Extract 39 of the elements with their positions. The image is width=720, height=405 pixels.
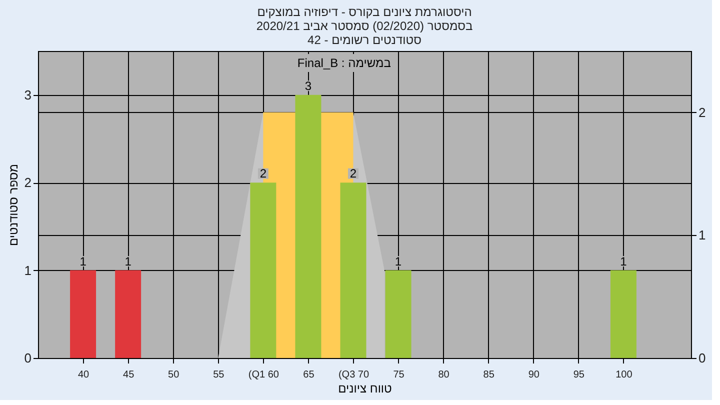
y-tick-label: 0 [24, 350, 32, 366]
bar [70, 270, 96, 358]
bar [115, 270, 142, 358]
x-tick-label: (Q3 70 [338, 370, 370, 380]
x-tick-label: (Q1 60 [248, 370, 280, 380]
chart-title: היסטוגרמת ציונים בקורס - דיפוזיה במוצקים [257, 5, 472, 19]
x-tick-label: 90 [528, 370, 540, 380]
annotation: Final_B : במשימה [297, 56, 391, 70]
data-label: 2 [350, 166, 357, 181]
data-label: 1 [394, 254, 402, 268]
bar [385, 270, 412, 358]
x-axis-title: טווח ציונים [338, 382, 392, 396]
x-tick-label: 80 [438, 370, 450, 380]
x-tick-label: 45 [123, 370, 135, 380]
x-tick-label: 95 [573, 370, 585, 380]
data-label: 1 [124, 254, 132, 268]
x-tick-label: 55 [213, 370, 225, 380]
x-tick-label: 100 [616, 370, 633, 380]
y-tick-label: 2 [24, 175, 32, 190]
chart-subtitle: בסמסטר (02/2020) סמסטר אביב 2020/21 סטודנטים רשומים - 42 [256, 19, 473, 47]
x-tick-label: 50 [168, 370, 180, 380]
y-axis-title: מספר סטודנטים [6, 164, 20, 246]
bar [295, 94, 322, 358]
bar [340, 182, 366, 358]
data-label: 2 [260, 166, 267, 181]
y-tick-label: 3 [24, 87, 32, 102]
x-tick-label: 65 [303, 370, 315, 380]
y-tick-label: 1 [24, 262, 32, 278]
x-tick-label: 75 [393, 370, 405, 380]
bar [250, 182, 276, 358]
y2-tick-label: 0 [698, 350, 706, 366]
x-tick-label: 85 [483, 370, 495, 380]
data-label: 1 [620, 254, 628, 268]
data-label: 1 [80, 254, 87, 268]
data-label: 3 [304, 78, 312, 93]
x-tick-label: 40 [78, 370, 90, 380]
y2-tick-label: 2 [698, 104, 706, 120]
bar [610, 270, 636, 358]
y2-tick-label: 1 [698, 228, 706, 243]
